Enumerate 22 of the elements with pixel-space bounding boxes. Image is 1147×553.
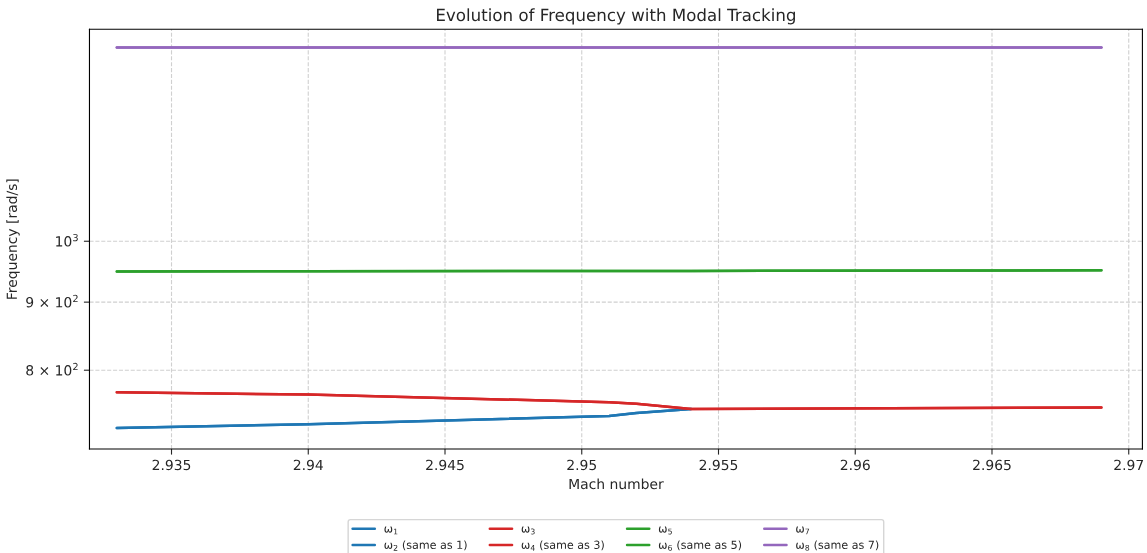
y-tick-label: 9 × 10$^{2}$ [26, 294, 78, 308]
legend-label: ω$_{5}$ [658, 526, 672, 535]
x-axis-title: Mach number [569, 478, 664, 490]
chart-title: Evolution of Frequency with Modal Tracking [437, 8, 795, 25]
x-tick-label: 2.965 [973, 459, 1011, 471]
x-tick-label: 2.96 [840, 459, 870, 471]
legend-label: ω$_{3}$ [521, 526, 535, 535]
y-tick-label: 8 × 10$^{2}$ [26, 362, 78, 376]
legend-label: ω$_{8}$ (same as 7) [796, 540, 879, 551]
legend-label: ω$_{6}$ (same as 5) [658, 540, 742, 551]
y-tick-label: 10$^{3}$ [56, 233, 78, 247]
legend-label: ω$_{7}$ [796, 526, 810, 535]
x-tick-label: 2.97 [1114, 459, 1144, 471]
legend-label: ω$_{4}$ (same as 3) [521, 540, 604, 551]
x-tick-label: 2.94 [293, 459, 323, 471]
x-tick-label: 2.95 [567, 459, 596, 471]
legend-label: ω$_{1}$ [384, 526, 398, 535]
y-axis-title: Frequency [rad/s] [6, 179, 20, 299]
legend-label: ω$_{2}$ (same as 1) [384, 540, 467, 551]
x-tick-label: 2.935 [152, 459, 191, 471]
x-tick-label: 2.955 [699, 459, 738, 471]
x-tick-label: 2.945 [426, 459, 464, 471]
